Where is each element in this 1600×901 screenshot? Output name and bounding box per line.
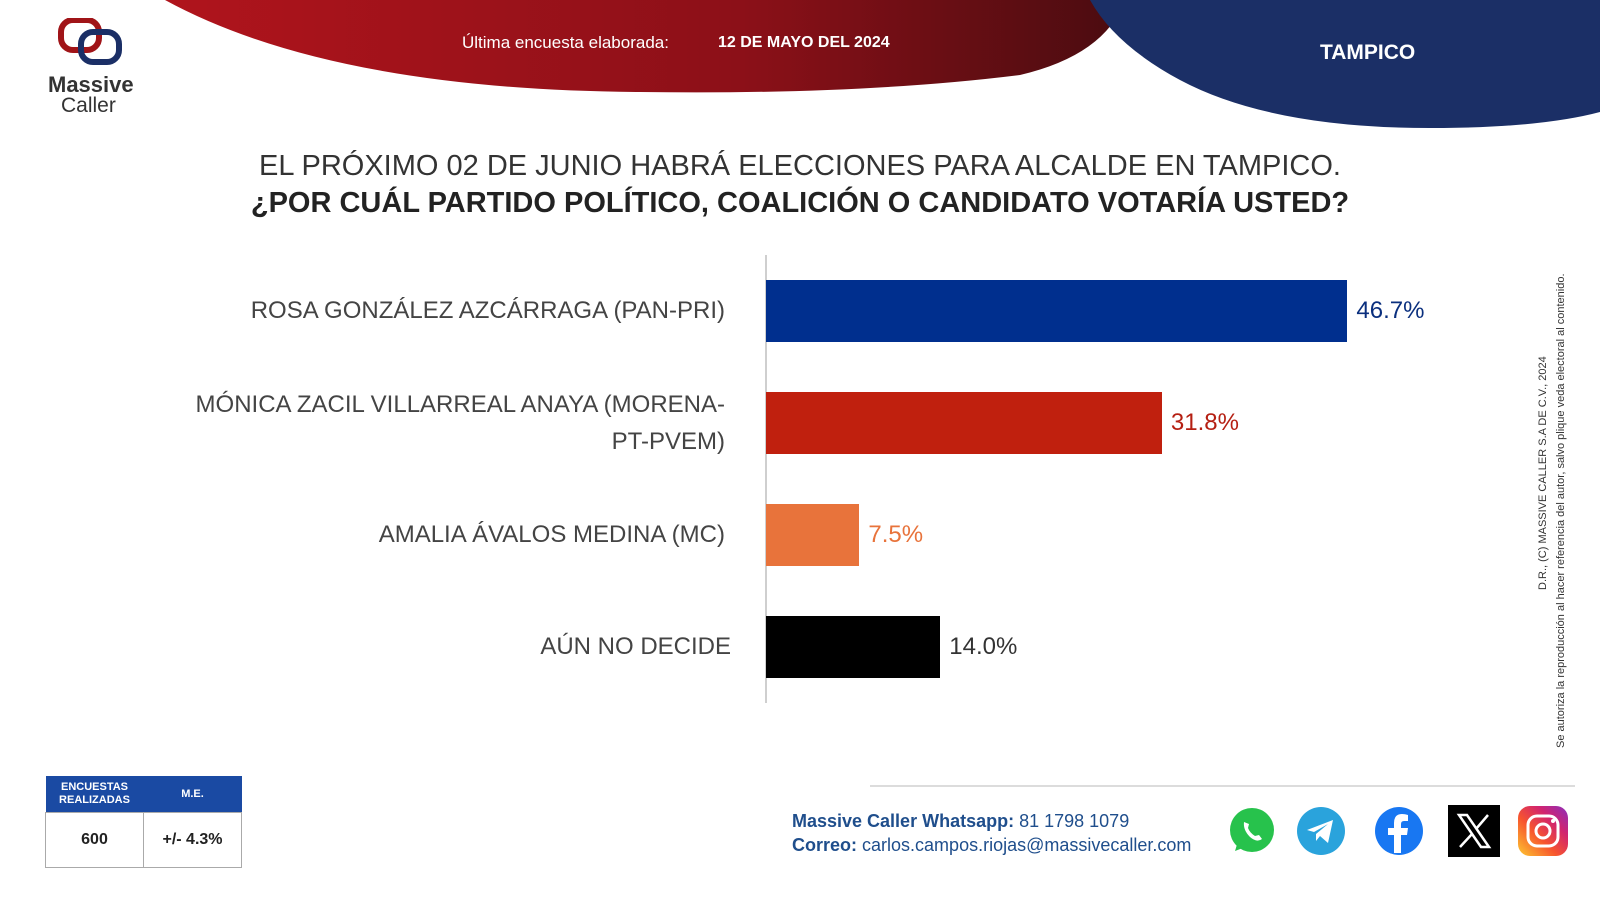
- chart-subtitle: ¿POR CUÁL PARTIDO POLÍTICO, COALICIÓN O …: [250, 187, 1350, 219]
- sample-size-value: 600: [45, 812, 144, 868]
- value-label-rosa: 46.7%: [1356, 297, 1425, 324]
- survey-date-label: Última encuesta elaborada:: [462, 33, 669, 52]
- email-address[interactable]: carlos.campos.riojas@massivecaller.com: [862, 835, 1192, 855]
- bar-rosa: [766, 280, 1348, 342]
- reproduction-note: Se autoriza la reproducción al hacer ref…: [1555, 273, 1567, 748]
- logo: Massive Caller: [45, 17, 145, 118]
- sample-stats-table: ENCUESTAS REALIZADAS M.E. 600 +/- 4.3%: [45, 776, 242, 868]
- bar-undecided: [766, 616, 941, 678]
- category-label-monica: MÓNICA ZACIL VILLARREAL ANAYA (MORENA-PT…: [195, 391, 725, 455]
- telegram-icon[interactable]: [1295, 805, 1347, 857]
- category-label-rosa: ROSA GONZÁLEZ AZCÁRRAGA (PAN-PRI): [250, 297, 725, 324]
- bar-monica: [766, 392, 1162, 454]
- instagram-icon[interactable]: [1517, 805, 1569, 857]
- red-header-arc: [165, 0, 1125, 93]
- survey-date-value: 12 DE MAYO DEL 2024: [718, 34, 890, 51]
- value-label-amalia: 7.5%: [868, 521, 924, 548]
- x-icon[interactable]: [1448, 805, 1500, 857]
- whatsapp-label: Massive Caller Whatsapp:: [792, 811, 1015, 831]
- email-contact: Correo: carlos.campos.riojas@massivecall…: [792, 835, 1191, 856]
- value-label-monica: 31.8%: [1170, 409, 1239, 436]
- copyright-note: D.R., (C) MASSIVE CALLER S.A DE C.V., 20…: [1537, 356, 1549, 590]
- blue-header-arc: [1090, 0, 1600, 128]
- logo-text-line2: Caller: [61, 94, 116, 117]
- chart-title: EL PRÓXIMO 02 DE JUNIO HABRÁ ELECCIONES …: [259, 150, 1341, 182]
- whatsapp-icon[interactable]: [1226, 805, 1278, 857]
- facebook-icon[interactable]: [1373, 805, 1425, 857]
- city-label: TAMPICO: [1320, 41, 1416, 64]
- category-label-amalia: AMALIA ÁVALOS MEDINA (MC): [378, 521, 725, 548]
- email-label: Correo:: [792, 835, 858, 855]
- margin-error-header: M.E.: [143, 776, 242, 813]
- whatsapp-contact: Massive Caller Whatsapp: 81 1798 1079: [792, 811, 1129, 832]
- margin-error-value: +/- 4.3%: [143, 812, 242, 868]
- value-label-undecided: 14.0%: [949, 633, 1018, 660]
- category-label-undecided: AÚN NO DECIDE: [540, 633, 731, 660]
- bar-amalia: [766, 504, 860, 566]
- logo-mark-icon: [58, 17, 122, 65]
- logo-text-line1: Massive: [48, 72, 134, 97]
- sample-size-header: ENCUESTAS REALIZADAS: [45, 776, 144, 813]
- whatsapp-number[interactable]: 81 1798 1079: [1019, 811, 1130, 831]
